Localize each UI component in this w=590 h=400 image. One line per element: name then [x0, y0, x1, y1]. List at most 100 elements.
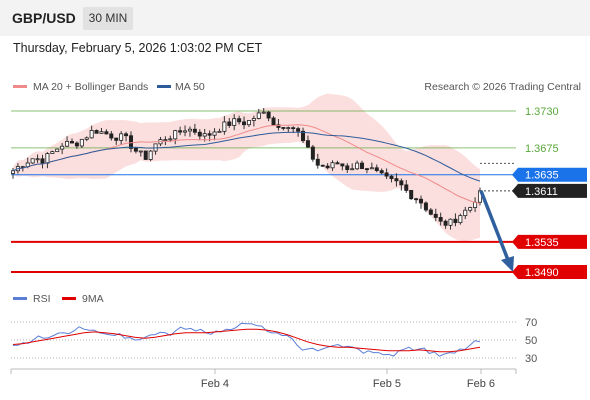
candle-body	[232, 118, 237, 126]
candle-body	[355, 162, 360, 170]
candle-body	[409, 190, 414, 200]
candle-body	[114, 137, 119, 141]
level-label-1.3675: 1.3675	[525, 143, 559, 155]
candle-body	[104, 131, 109, 135]
candle-body	[369, 167, 374, 170]
x-tick-label: Feb 5	[373, 378, 401, 390]
legend-ma50-label: MA 50	[175, 81, 205, 93]
candle-body	[296, 128, 301, 132]
candle-body	[89, 130, 94, 139]
level-badge-bg	[512, 265, 587, 279]
candle-body	[261, 111, 266, 114]
candle-body	[251, 118, 256, 121]
candle-body	[128, 135, 133, 149]
candle-body	[419, 198, 424, 204]
level-labels: 1.3730 1.3675 1.3635 1.3611 1.3535 1.3490	[512, 106, 587, 279]
candle-body	[55, 148, 60, 153]
candle-body	[197, 131, 202, 137]
candle-body	[109, 133, 114, 139]
candle-body	[399, 180, 404, 186]
candle-body	[325, 165, 330, 169]
legend-9ma-label: 9MA	[82, 293, 104, 305]
candle-body	[99, 131, 104, 134]
candle-body	[315, 158, 320, 166]
candle-body	[45, 153, 50, 164]
candle-body	[443, 220, 448, 226]
candle-body	[237, 118, 242, 123]
candle-body	[360, 162, 365, 170]
level-label-1.3730: 1.3730	[525, 106, 559, 118]
candle-body	[163, 139, 168, 141]
candle-body	[148, 150, 153, 160]
chart-header: GBP/USD 30 MIN	[0, 0, 590, 36]
symbol-label: GBP/USD	[12, 10, 76, 26]
candle-body	[222, 121, 227, 132]
candle-body	[463, 209, 468, 217]
candle-body	[168, 138, 173, 141]
candle-body	[364, 168, 369, 171]
candle-body	[379, 170, 384, 174]
candle-body	[183, 130, 188, 133]
candle-body	[448, 218, 453, 226]
candle-body	[60, 145, 65, 150]
legend-swatch-rsi	[13, 297, 27, 300]
candle-body	[340, 163, 345, 167]
candle-body	[266, 111, 271, 119]
candle-body	[84, 137, 89, 140]
candle-body	[256, 112, 261, 119]
candle-body	[281, 127, 286, 129]
candle-body	[35, 158, 40, 161]
projection-arrow-shaft	[479, 190, 510, 261]
candle-body	[310, 146, 315, 160]
level-badge-text: 1.3635	[525, 170, 559, 182]
candle-body	[384, 172, 389, 177]
legend-swatch-ma50	[157, 85, 171, 88]
candle-body	[178, 130, 183, 133]
candle-body	[65, 140, 70, 147]
candle-body	[276, 124, 281, 128]
candle-body	[286, 127, 291, 130]
timeframe-button[interactable]: 30 MIN	[83, 7, 133, 30]
level-badge-1.3635: 1.3635	[512, 167, 587, 182]
candle-body	[212, 131, 217, 136]
candle-body	[133, 147, 138, 152]
timestamp: Thursday, February 5, 2026 1:03:02 PM CE…	[13, 41, 263, 55]
candle-body	[428, 209, 433, 215]
candle-body	[50, 151, 55, 154]
candle-body	[305, 140, 310, 148]
candles	[10, 108, 482, 230]
legend-swatch-ma20	[13, 85, 27, 88]
rsi-panel: 70 50 30	[11, 317, 537, 365]
level-badge-1.3535: 1.3535	[512, 234, 587, 249]
level-badge-bg	[512, 234, 587, 249]
rsi-line	[12, 322, 481, 357]
level-badge-text: 1.3535	[525, 237, 559, 249]
candle-body	[350, 168, 355, 171]
candle-body	[423, 202, 428, 211]
candle-body	[271, 117, 276, 126]
candle-body	[124, 133, 129, 137]
candle-body	[458, 215, 463, 224]
candle-body	[242, 121, 247, 126]
level-badge-text: 1.3490	[525, 267, 559, 279]
legend-swatch-9ma	[62, 297, 76, 300]
candle-body	[40, 158, 45, 164]
candle-body	[389, 175, 394, 180]
bollinger-bands	[13, 93, 480, 242]
candle-body	[246, 120, 251, 126]
candle-body	[79, 138, 84, 147]
rsi-tick-label: 30	[525, 353, 537, 365]
projection-arrow-head	[501, 256, 514, 272]
projection-arrow	[479, 190, 514, 272]
level-badge-text: 1.3611	[525, 186, 558, 198]
level-badge-1.3611: 1.3611	[512, 183, 587, 198]
candle-body	[345, 165, 350, 170]
candle-body	[69, 140, 74, 144]
candle-body	[138, 150, 143, 153]
rsi-tick-label: 70	[525, 317, 537, 329]
candle-body	[10, 170, 15, 174]
candle-body	[217, 130, 222, 133]
legend-ma20-label: MA 20 + Bollinger Bands	[33, 81, 148, 93]
rsi-ma-line	[12, 328, 481, 353]
